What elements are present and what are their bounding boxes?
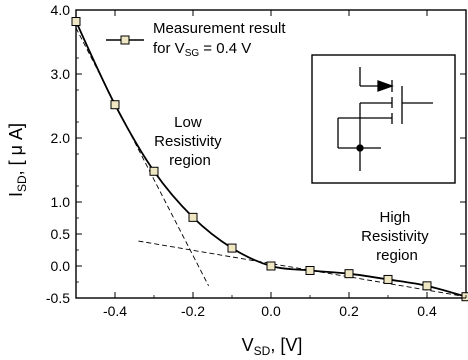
data-point-9	[383, 274, 393, 284]
low-resistivity-label: Low Resistivity region	[154, 114, 226, 169]
legend: Measurement result for VSG = 0.4 V	[106, 20, 286, 59]
y-tick-label-6: 3.0	[51, 66, 71, 82]
chart-marks	[71, 17, 468, 302]
y-axis-label: ISD, [ μ A]	[6, 123, 29, 197]
y-tick-label-4: 1.0	[51, 194, 71, 210]
data-point-10	[422, 281, 432, 291]
legend-marker	[120, 35, 130, 45]
data-point-11	[461, 292, 468, 302]
x-axis-label: VSD, [V]	[242, 335, 303, 358]
x-tick-label-2: -0.2	[181, 303, 205, 319]
source-arrow	[377, 80, 394, 92]
transistor-symbol-inset	[311, 54, 456, 184]
y-tick-label-3: 0.5	[51, 226, 71, 242]
x-tick-label-5: 0.4	[417, 303, 437, 319]
legend-line2: for VSG = 0.4 V	[153, 40, 251, 59]
y-tick-label-5: 2.0	[51, 130, 71, 146]
fit-line-2	[138, 240, 467, 298]
x-tick-label-4: 0.2	[339, 303, 359, 319]
high-resistivity-label: High Resistivity region	[361, 209, 433, 264]
data-point-4	[188, 212, 198, 222]
axis-ticks: -0.4 -0.2 0.0 0.2 0.4 -0.5 0.0 0.5 1.0 2.0 3.0 4.0	[46, 2, 467, 319]
y-tick-label-7: 4.0	[51, 2, 71, 18]
x-tick-label-3: 0.0	[261, 303, 281, 319]
data-point-2	[110, 100, 120, 110]
data-point-8	[344, 269, 354, 279]
legend-line1: Measurement result	[153, 20, 286, 37]
junction-dot	[356, 144, 364, 152]
x-tick-label-1: -0.4	[103, 303, 127, 319]
data-point-3	[149, 166, 159, 176]
data-point-1	[71, 17, 81, 27]
data-point-6	[266, 261, 276, 271]
data-point-5	[227, 243, 237, 253]
y-tick-label-1: -0.5	[46, 290, 70, 306]
data-point-7	[305, 265, 315, 275]
y-tick-label-2: 0.0	[51, 258, 71, 274]
inset-frame	[311, 54, 456, 184]
